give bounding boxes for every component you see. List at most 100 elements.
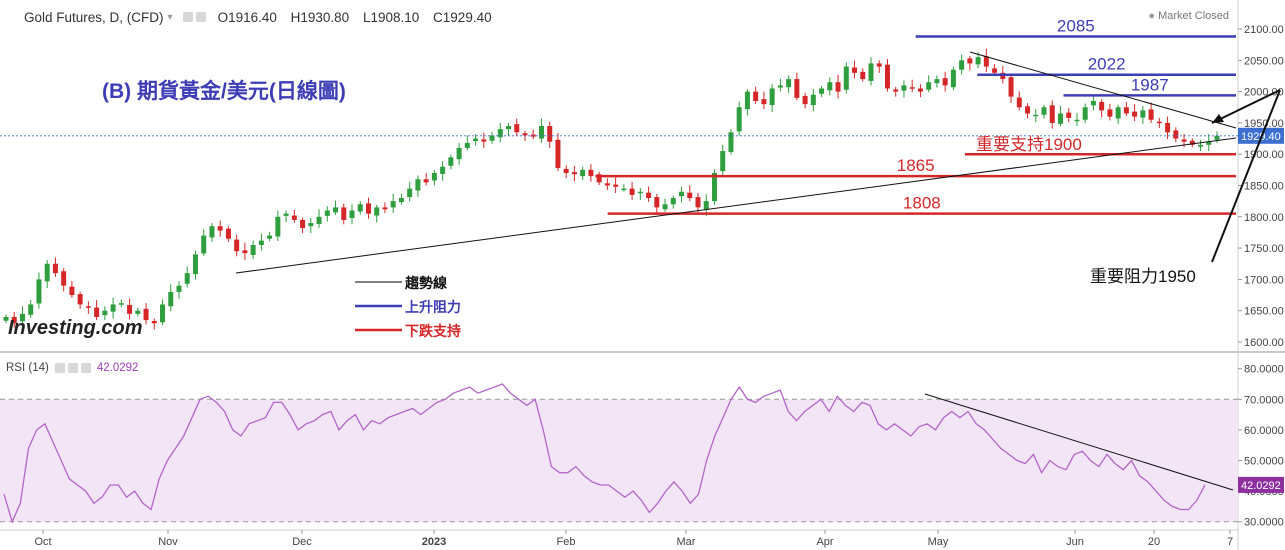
candle-body [753,91,759,101]
candle-body [176,285,182,292]
candle-body [250,244,256,255]
candle-body [184,273,190,284]
open-value: O1916.40 [217,9,277,25]
settings-icon[interactable] [54,363,65,373]
candle-body [769,88,775,106]
rsi-band [0,399,1238,522]
candle-body [588,169,594,177]
level-lines: 2085 2022 1987 1865 1808 [0,17,1238,274]
candle-body [580,169,586,177]
low-value: L1908.10 [362,9,420,25]
candle-body [1057,113,1063,124]
candle-body [884,64,890,89]
candle-body [3,316,9,321]
price-tick-label: 2000.00 [1244,87,1284,99]
candle-body [720,151,726,172]
candle-body [786,79,792,88]
rsi-value: 42.0292 [96,362,139,374]
resistance-level-label: 1987 [1131,75,1169,94]
candle-body [1156,121,1162,124]
candle-body [1189,140,1195,145]
legend-label: 上升阻力 [405,299,461,315]
axes: 1600.00 1650.00 1700.00 1750.00 1800.00 1850.… [34,24,1284,548]
candle-body [1090,100,1096,106]
candle-body [127,305,133,314]
gear-icon[interactable] [67,363,78,373]
candle-body [983,56,989,67]
candle-body [1214,135,1220,140]
ohlc-values: O1916.40 H1930.80 L1908.10 C1929.40 [218,10,502,25]
candle-body [431,172,437,181]
support-level-label: 1808 [903,194,941,213]
candle-body [489,135,495,141]
candle-body [637,191,643,194]
candle-body [736,107,742,132]
price-tick-label: 1600.00 [1244,337,1284,349]
candle-body [934,79,940,84]
candle-body [415,179,421,191]
candle-body [522,133,528,136]
candle-body [1033,114,1039,117]
candle-body [901,85,907,91]
time-tick-label: Jun [1066,536,1084,548]
candle-body [94,307,100,317]
candle-body [810,94,816,106]
close-value: C1929.40 [433,9,492,25]
time-tick-label: Dec [292,536,312,548]
resistance-level-label: 2022 [1088,55,1126,74]
candle-body [563,168,569,173]
time-tick-label: 7 [1227,536,1233,548]
candle-body [464,142,470,148]
close-icon[interactable] [80,363,91,373]
candle-body [316,216,322,224]
settings-icon[interactable] [182,12,193,22]
candle-body [102,310,108,316]
candle-body [275,216,281,237]
instrument-title[interactable]: Gold Futures, D, (CFD) [24,9,164,25]
candle-body [192,254,198,275]
legend-label: 下跌支持 [405,323,461,339]
candle-body [201,235,207,254]
candle-body [1206,141,1212,145]
candle-body [448,157,454,166]
rsi-tick-label: 40.0000 [1244,486,1284,498]
candle-body [258,240,264,245]
candle-body [687,192,693,199]
price-tick-label: 1800.00 [1244,212,1284,224]
candle-body [324,210,330,216]
candle-body [1074,119,1080,122]
candle-body [744,91,750,110]
candle-body [679,191,685,197]
time-tick-label: Oct [34,536,51,548]
candle-body [44,263,50,282]
candle-body [11,316,17,324]
candle-body [703,201,709,210]
candle-body [242,250,248,254]
candle-body [481,139,487,142]
candle-body [802,95,808,105]
candle-body [1016,97,1022,108]
visibility-icon[interactable] [195,12,206,22]
candle-body [761,99,767,105]
chevron-down-icon[interactable]: ▾ [167,11,173,23]
candle-body [868,63,874,81]
price-tick-label: 1900.00 [1244,149,1284,161]
annotation-overlay: 重要支持1900 重要阻力1950 (B) 期貨黃金/美元(日線圖) 趨勢線上升阻力下… [8,79,1281,339]
candle-body [975,57,981,65]
candle-body [555,139,561,168]
candle-body [1107,109,1113,117]
rsi-label[interactable]: RSI (14) [6,362,49,374]
candle-body [234,239,240,252]
candle-body [1181,139,1187,142]
price-tick-label: 2050.00 [1244,55,1284,67]
trend-line-resistance [969,51,1237,129]
price-tick-label: 1950.00 [1244,118,1284,130]
candle-body [440,166,446,174]
candle-body [1041,107,1047,115]
candle-body [950,69,956,88]
candle-body [374,207,380,216]
candle-body [77,294,83,305]
candle-body [1123,107,1129,114]
